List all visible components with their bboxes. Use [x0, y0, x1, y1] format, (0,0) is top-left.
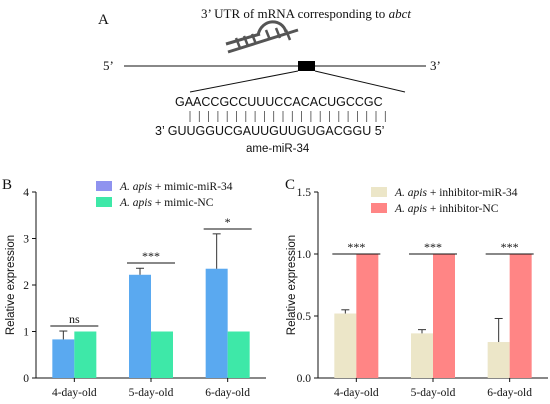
x-tick-label: 5-day-old [411, 387, 456, 399]
y-tick-label: 4 [23, 187, 29, 199]
mrna-sequence: GAACCGCCUUUCCACACUGCCGC [175, 95, 383, 109]
legend-swatch [96, 181, 112, 191]
bar [411, 333, 433, 378]
legend: A. apis + inhibitor-miR-34 A. apis + inhi… [371, 187, 518, 215]
bar [487, 342, 510, 378]
panel-a-title: 3’ UTR of mRNA corresponding to abct [201, 6, 411, 21]
legend-swatch [371, 187, 387, 197]
panel-letter: C [285, 177, 295, 193]
y-axis-label: Relative expression [286, 235, 298, 335]
chart-c: C 0.0 0.5 1.0 1.5 Relative expression 4-day-ol… [285, 177, 548, 399]
bar [227, 331, 250, 378]
y-tick-label: 1.0 [297, 249, 312, 261]
five-prime-label: 5’ [103, 58, 114, 73]
y-tick-label: 0 [23, 373, 29, 385]
y-tick-label: 1.5 [297, 187, 312, 199]
panel-letter: B [2, 177, 12, 193]
mirna-name: ame-miR-34 [246, 143, 310, 155]
chart-b: B 0 1 2 3 4 Relative expression 4-day-old ns 5-da… [2, 177, 266, 399]
zoom-line-right [314, 70, 406, 93]
bar [151, 331, 173, 378]
mrna-hairpin-icon [225, 20, 299, 54]
panel-a: A 3’ UTR of mRNA corresponding to abct 5… [98, 6, 441, 155]
y-axis-label: Relative expression [5, 235, 17, 335]
x-tick-label: 4-day-old [52, 387, 97, 399]
y-tick-label: 0.0 [297, 373, 312, 385]
bar [129, 274, 151, 378]
bar [334, 313, 357, 378]
legend-swatch [96, 197, 112, 207]
bar [509, 254, 532, 378]
y-tick-label: 3 [23, 234, 29, 246]
significance-label: ns [69, 312, 80, 326]
base-pair-lines [189, 111, 386, 122]
bar [356, 254, 379, 378]
bar [52, 339, 75, 378]
x-tick-label: 4-day-old [334, 387, 379, 399]
legend-entry: A. apis + inhibitor-miR-34 [394, 187, 518, 199]
significance-label: *** [501, 240, 519, 254]
significance-label: * [225, 215, 231, 229]
significance-label: *** [424, 240, 442, 254]
zoom-line-left [189, 70, 299, 93]
bar [74, 331, 97, 378]
legend: A. apis + mimic-miR-34 A. apis + mimic-NC [96, 181, 233, 209]
mirna-sequence: 3’ GUUGGUCGAUUGUUGUGACGGU 5’ [155, 124, 384, 138]
x-tick-label: 6-day-old [487, 387, 532, 399]
legend-entry: A. apis + mimic-miR-34 [119, 181, 233, 193]
bar [205, 268, 228, 378]
y-tick-label: 1 [23, 327, 29, 339]
binding-site-box [298, 61, 315, 71]
bar [433, 254, 455, 378]
x-tick-label: 5-day-old [129, 387, 174, 399]
three-prime-label: 3’ [430, 58, 441, 73]
y-tick-label: 0.5 [297, 311, 312, 323]
x-tick-label: 6-day-old [205, 387, 250, 399]
panel-a-title-gene: abct [389, 6, 412, 21]
legend-entry: A. apis + mimic-NC [119, 197, 214, 209]
panel-a-title-prefix: 3’ UTR of mRNA corresponding to [201, 6, 389, 21]
legend-entry: A. apis + inhibitor-NC [394, 203, 499, 215]
significance-label: *** [347, 240, 365, 254]
y-tick-label: 2 [23, 280, 29, 292]
significance-label: *** [142, 249, 160, 263]
legend-swatch [371, 203, 387, 213]
panel-a-letter: A [98, 12, 109, 28]
